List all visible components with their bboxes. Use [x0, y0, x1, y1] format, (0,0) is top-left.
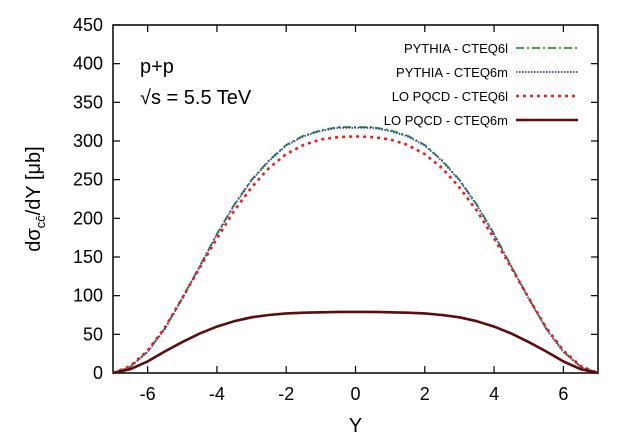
series-line-2 [112, 126, 599, 374]
series-line-4 [112, 310, 599, 375]
legend: PYTHIA - CTEQ6l PYTHIA - CTEQ6m LO PQCD - … [384, 41, 578, 128]
y-tick-label: 450 [73, 15, 103, 35]
x-tick-label: -6 [140, 384, 156, 404]
y-tick-label: 0 [93, 363, 103, 383]
legend-label-1: PYTHIA - CTEQ6l [404, 41, 508, 56]
plot-frame [112, 24, 599, 374]
y-tick-label: 100 [73, 286, 103, 306]
legend-label-3: LO PQCD - CTEQ6l [392, 89, 508, 104]
x-axis-title: Y [349, 415, 362, 437]
series-line-1 [112, 126, 599, 374]
y-axis-ticks: 0 50 100 150 200 250 300 350 400 450 [73, 15, 598, 383]
annotation-energy: √s = 5.5 TeV [140, 87, 252, 109]
y-tick-label: 50 [83, 324, 103, 344]
y-tick-label: 150 [73, 247, 103, 267]
y-axis-title-suffix: /dY [μb] [23, 146, 45, 215]
series-line-3 [112, 135, 599, 375]
x-tick-label: 0 [350, 384, 360, 404]
annotation-collision-system: p+p [140, 56, 174, 78]
y-axis-title-subscript: cc̄ [33, 215, 48, 229]
y-tick-label: 300 [73, 131, 103, 151]
x-tick-label: -4 [209, 384, 225, 404]
series-layer [112, 126, 599, 375]
x-tick-label: 4 [489, 384, 499, 404]
x-axis-ticks: -6 -4 -2 0 2 4 6 [140, 25, 568, 404]
y-tick-label: 250 [73, 170, 103, 190]
legend-label-4: LO PQCD - CTEQ6m [384, 113, 508, 128]
y-axis-title: dσcc̄/dY [μb] [23, 146, 48, 251]
y-tick-label: 400 [73, 54, 103, 74]
y-axis-title-prefix: dσ [23, 228, 45, 252]
legend-label-2: PYTHIA - CTEQ6m [396, 65, 508, 80]
x-tick-label: 6 [558, 384, 568, 404]
x-tick-label: -2 [278, 384, 294, 404]
y-tick-label: 350 [73, 92, 103, 112]
x-tick-label: 2 [420, 384, 430, 404]
y-tick-label: 200 [73, 208, 103, 228]
